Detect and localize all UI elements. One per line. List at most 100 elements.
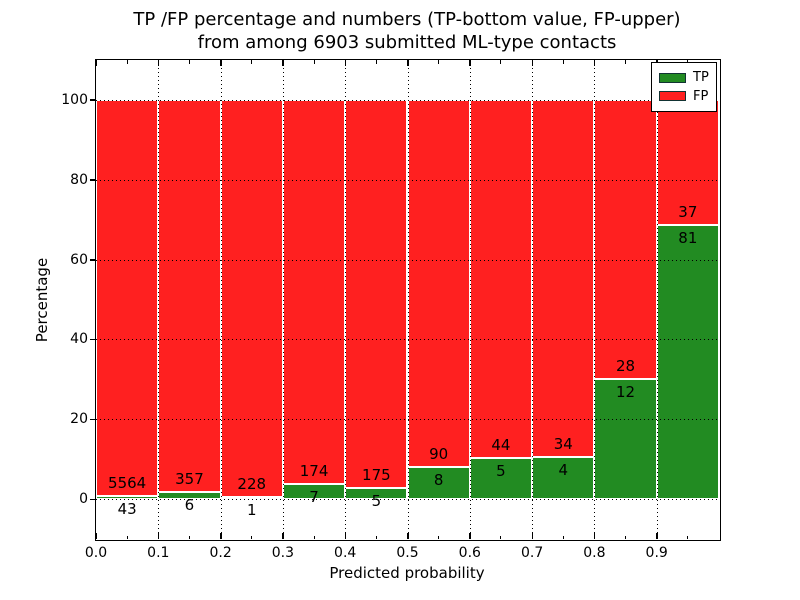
x-axis-minor-tick: [188, 60, 190, 64]
x-axis-minor-tick: [500, 60, 502, 64]
x-tick-label: 0.2: [209, 545, 232, 561]
bar-fp-segment: [158, 99, 221, 493]
bar-fp-segment: [282, 99, 346, 484]
x-axis-tick: [157, 60, 160, 66]
x-tick-label: 0.0: [84, 545, 108, 561]
gridline-vertical: [469, 60, 471, 539]
fp-color-swatch-icon: [659, 91, 686, 102]
y-axis-tick: [90, 179, 96, 181]
tp-count-label: 1: [246, 501, 257, 520]
tp-count-label: 43: [117, 500, 137, 518]
x-axis-tick: [656, 533, 658, 539]
x-axis-minor-tick: [687, 60, 689, 64]
x-axis-minor-tick: [313, 60, 315, 64]
fp-count-label: 228: [237, 475, 267, 494]
y-axis-tick: [90, 498, 96, 501]
gridline-vertical: [656, 60, 658, 539]
gridline-vertical: [282, 60, 284, 539]
x-axis-tick: [157, 533, 160, 539]
x-tick-label: 0.8: [583, 545, 606, 561]
bar-fp-segment: [220, 99, 283, 498]
x-axis-tick: [531, 533, 534, 539]
bar-tp-segment: [594, 379, 657, 500]
x-axis-minor-tick: [375, 60, 377, 64]
chart-title: TP /FP percentage and numbers (TP-bottom…: [133, 8, 680, 54]
x-axis-tick: [344, 60, 347, 66]
bar-tp-segment: [532, 457, 595, 500]
x-axis-minor-tick: [188, 535, 190, 539]
x-axis-tick: [593, 60, 596, 66]
gridline-vertical: [345, 60, 347, 539]
y-tick-label: 60: [70, 251, 88, 268]
bar-tp-segment: [656, 225, 719, 500]
x-tick-label: 0.7: [520, 545, 544, 561]
bar-fp-segment: [594, 99, 657, 380]
legend-item-fp: FP: [659, 90, 709, 103]
tp-count-label: 7: [309, 487, 319, 506]
y-axis-tick: [90, 259, 96, 261]
x-axis-tick: [282, 533, 284, 539]
gridline-vertical: [594, 60, 596, 539]
x-axis-tick: [220, 533, 222, 539]
fp-count-label: 90: [429, 444, 449, 463]
y-tick-label: 40: [70, 331, 88, 348]
x-tick-label: 0.1: [147, 545, 170, 561]
x-axis-minor-tick: [562, 535, 564, 539]
x-tick-label: 0.4: [334, 545, 357, 561]
bar-fp-segment: [656, 99, 719, 226]
x-axis-minor-tick: [313, 535, 315, 539]
x-axis-minor-tick: [126, 535, 128, 539]
chart-title-line2: from among 6903 submitted ML-type contac…: [197, 32, 617, 53]
y-tick-label: 80: [70, 171, 88, 188]
x-axis-minor-tick: [251, 535, 253, 539]
gridline-vertical: [220, 60, 222, 539]
x-axis-tick: [469, 533, 471, 539]
gridline-vertical: [532, 60, 534, 539]
tp-color-swatch-icon: [659, 72, 686, 83]
bar-fp-segment: [532, 99, 595, 458]
tp-count-label: 12: [616, 383, 636, 402]
tp-count-label: 4: [558, 461, 569, 480]
x-tick-label: 0.6: [458, 545, 481, 561]
fp-count-label: 34: [553, 435, 573, 454]
x-axis-minor-tick: [375, 535, 377, 539]
bar-tp-segment: [469, 458, 533, 500]
x-axis-tick: [282, 60, 284, 66]
x-axis-minor-tick: [251, 60, 253, 64]
x-axis-minor-tick: [500, 535, 502, 539]
x-axis-label: Predicted probability: [329, 564, 485, 582]
x-tick-label: 0.3: [271, 545, 295, 561]
bar-tp-segment: [96, 496, 159, 500]
bar-tp-segment: [407, 466, 470, 500]
fp-count-label: 44: [491, 436, 511, 455]
x-axis-tick: [593, 533, 596, 539]
x-axis-tick: [469, 60, 471, 66]
bar-fp-segment: [407, 99, 470, 467]
x-axis-minor-tick: [625, 60, 627, 64]
tp-count-label: 81: [678, 229, 698, 248]
bar-fp-segment: [96, 99, 159, 496]
legend-label-tp: TP: [693, 70, 709, 86]
x-axis-tick: [531, 60, 534, 66]
x-axis-tick: [344, 533, 347, 539]
y-tick-label: 0: [79, 491, 88, 508]
x-axis-tick: [95, 60, 97, 66]
chart-title-line1: TP /FP percentage and numbers (TP-bottom…: [133, 9, 681, 30]
x-axis-tick: [220, 60, 222, 66]
y-axis-tick: [90, 418, 96, 421]
fp-count-label: 28: [616, 357, 636, 376]
x-tick-label: 0.5: [396, 545, 419, 561]
x-axis-minor-tick: [126, 60, 128, 64]
bar-fp-segment: [345, 99, 408, 488]
fp-count-label: 37: [678, 203, 698, 222]
x-axis-minor-tick: [625, 535, 627, 539]
y-axis-label: Percentage: [33, 257, 51, 343]
legend: TP FP: [651, 62, 717, 112]
fp-count-label: 174: [299, 461, 329, 480]
legend-item-tp: TP: [659, 71, 709, 84]
tp-count-label: 8: [433, 470, 444, 489]
x-tick-label: 0.9: [645, 545, 668, 561]
y-axis-tick: [90, 99, 96, 101]
y-tick-label: 20: [70, 411, 88, 428]
